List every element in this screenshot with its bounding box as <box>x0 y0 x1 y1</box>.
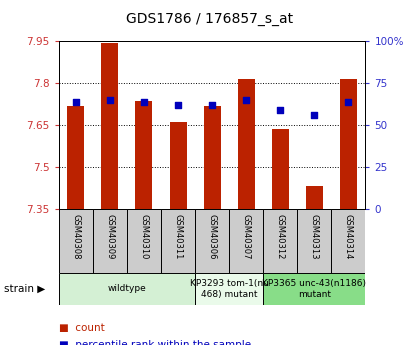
Bar <box>67 106 84 209</box>
Point <box>345 99 352 105</box>
Bar <box>195 209 229 273</box>
Bar <box>204 106 220 209</box>
Text: GSM40309: GSM40309 <box>105 214 114 259</box>
Point <box>141 99 147 105</box>
Point <box>175 102 181 108</box>
Bar <box>340 79 357 209</box>
Point <box>73 99 79 105</box>
Text: GSM40310: GSM40310 <box>139 214 148 259</box>
Bar <box>101 43 118 209</box>
Bar <box>59 273 195 305</box>
Bar <box>135 101 152 209</box>
Bar <box>306 186 323 209</box>
Bar <box>93 209 127 273</box>
Text: GSM40312: GSM40312 <box>276 214 285 259</box>
Bar <box>238 79 255 209</box>
Point <box>277 107 284 113</box>
Bar <box>161 209 195 273</box>
Bar <box>59 209 93 273</box>
Text: GSM40308: GSM40308 <box>71 214 80 259</box>
Point <box>311 112 318 118</box>
Text: ■  count: ■ count <box>59 323 105 333</box>
Text: KP3293 tom-1(nu
468) mutant: KP3293 tom-1(nu 468) mutant <box>190 279 268 299</box>
Text: KP3365 unc-43(n1186)
mutant: KP3365 unc-43(n1186) mutant <box>262 279 366 299</box>
Bar <box>195 273 263 305</box>
Point <box>209 102 215 108</box>
Text: GDS1786 / 176857_s_at: GDS1786 / 176857_s_at <box>126 12 294 26</box>
Text: wildtype: wildtype <box>108 284 146 294</box>
Point <box>107 97 113 103</box>
Bar <box>263 209 297 273</box>
Bar <box>331 209 365 273</box>
Text: GSM40306: GSM40306 <box>207 214 217 259</box>
Bar <box>170 122 186 209</box>
Text: GSM40311: GSM40311 <box>173 214 183 259</box>
Text: ■  percentile rank within the sample: ■ percentile rank within the sample <box>59 340 251 345</box>
Text: strain ▶: strain ▶ <box>4 284 45 294</box>
Text: GSM40314: GSM40314 <box>344 214 353 259</box>
Bar <box>263 273 365 305</box>
Text: GSM40307: GSM40307 <box>241 214 251 259</box>
Bar <box>127 209 161 273</box>
Text: GSM40313: GSM40313 <box>310 214 319 259</box>
Bar <box>272 129 289 209</box>
Bar <box>297 209 331 273</box>
Point <box>243 97 249 103</box>
Bar <box>229 209 263 273</box>
